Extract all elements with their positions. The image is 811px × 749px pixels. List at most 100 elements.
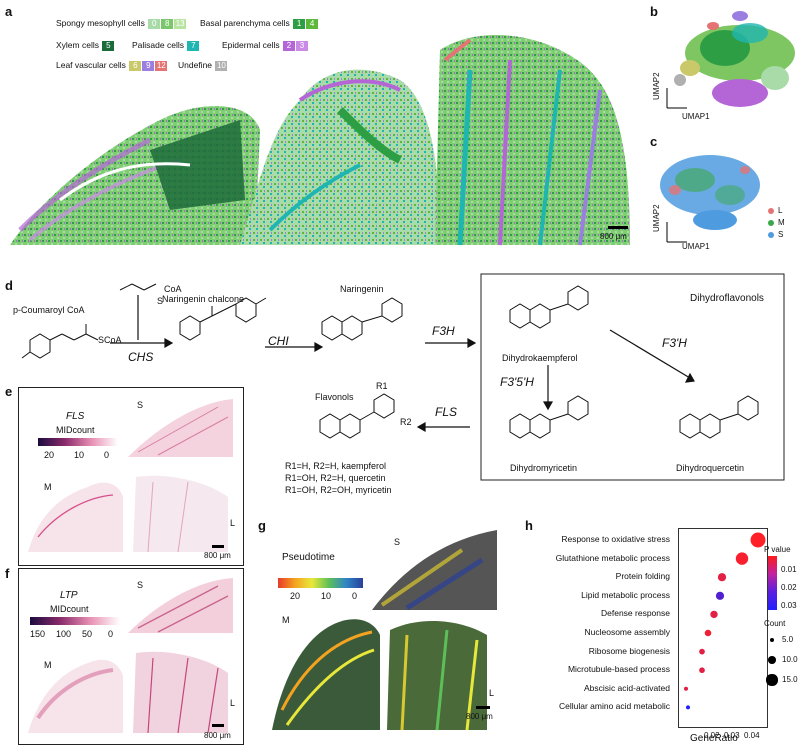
fls-tissue-map [28, 399, 233, 553]
legend-item-label: Epidermal cells [222, 40, 282, 50]
legend-item-label: Palisade cells [132, 40, 187, 50]
sample-legend-dot [768, 232, 774, 238]
ltp-gene-label: LTP [60, 590, 78, 601]
scale-label-g: 800 μm [466, 712, 493, 721]
fls-label-l: L [230, 518, 236, 528]
plot-frame [678, 528, 768, 728]
go-term-label: Nucleosome assembly [584, 627, 670, 637]
cluster-chip: 7 [187, 41, 200, 51]
enzyme-f3h: F3H [432, 324, 455, 338]
enzyme-f35h: F3'5'H [500, 375, 534, 389]
cluster-chip: 3 [296, 41, 308, 51]
panel-a-label: a [5, 4, 13, 19]
fls-label-s: S [137, 400, 144, 410]
panel-c-label: c [650, 134, 658, 149]
count-legend-dot [768, 656, 776, 664]
tissue-m [240, 69, 440, 245]
enzyme-chi: CHI [268, 334, 289, 348]
sample-legend-label: S [778, 230, 784, 239]
compound-dhq: Dihydroquercetin [676, 463, 745, 473]
compound-naringenin: Naringenin [340, 284, 384, 294]
scale-bar-f [212, 724, 224, 727]
count-legend-dot [770, 638, 774, 642]
panel-f-frame [18, 568, 244, 745]
pseudo-label-s: S [394, 537, 401, 547]
ltp-label-s: S [137, 580, 144, 590]
enzyme-chs: CHS [128, 350, 154, 364]
colorbar-tick: 20 [44, 450, 55, 460]
cluster-chip: 9 [142, 61, 155, 71]
umap-b-ylabel: UMAP2 [652, 72, 661, 100]
go-term-label: Protein folding [615, 571, 670, 582]
x-tick-label: 0.03 [724, 731, 740, 740]
legend-item-label: Xylem cells [56, 40, 102, 50]
scale-bar-e [212, 545, 224, 548]
compound-dhk: Dihydrokaempferol [502, 353, 578, 363]
colorbar-tick: 0 [108, 629, 114, 639]
go-dot [699, 667, 705, 674]
flavonoid-pathway [21, 273, 785, 481]
go-dot [735, 552, 749, 565]
count-legend-dot [766, 674, 778, 686]
ltp-tissue-map [28, 578, 233, 734]
substituent-line: R1=OH, R2=OH, myricetin [285, 485, 392, 495]
x-tick-label: 0.02 [704, 731, 720, 740]
pseudotime-cbar-title: Pseudotime [282, 552, 335, 563]
pvalue-legend-title: P value [764, 545, 791, 554]
sample-legend-label: L [778, 206, 783, 215]
enzyme-fls: FLS [435, 405, 458, 419]
go-dot-plot [678, 528, 768, 728]
scale-bar-g [476, 706, 490, 709]
compound-r1: R1 [376, 381, 388, 391]
pseudo-label-l: L [489, 688, 495, 698]
go-term-label: Cellular amino acid metabolic [558, 701, 670, 712]
compound-coumaroyl: p-Coumaroyl CoA [13, 305, 85, 315]
umap-c-xlabel: UMAP1 [682, 242, 710, 251]
panel-e-label: e [5, 384, 13, 399]
cluster-chip: 4 [306, 19, 319, 29]
go-term-label: Glutathione metabolic process [555, 552, 670, 563]
dotplot-xlabel: GeneRatio [690, 733, 738, 744]
legend-item: Palisade cells 7 [132, 40, 200, 51]
scale-label-e: 800 μm [204, 551, 231, 560]
spatial-tissue-map [10, 35, 630, 246]
sample-legend-dot [768, 220, 774, 226]
fls-label-m: M [44, 482, 52, 492]
legend-item-label: Spongy mesophyll cells [56, 18, 148, 28]
colorbar-tick: 0 [352, 591, 358, 601]
count-legend-label: 15.0 [782, 675, 798, 684]
cluster-chip: 10 [215, 61, 228, 71]
go-dot [710, 610, 718, 619]
panel-h-label: h [525, 518, 533, 533]
legend-item: Xylem cells 5 [56, 40, 115, 51]
cluster-chip: 0 [148, 19, 161, 29]
compound-scoa-1: SCoA [98, 335, 122, 345]
scale-bar-a [608, 226, 628, 229]
go-dot [717, 573, 727, 582]
ltp-cbar-title: MIDcount [50, 604, 89, 614]
sample-legend-dot [768, 208, 774, 214]
pvalue-tick: 0.03 [781, 601, 797, 610]
compound-s: S [157, 296, 164, 306]
panel-g-label: g [258, 518, 266, 533]
compound-coa: CoA [164, 284, 182, 294]
ltp-colorbar [30, 617, 120, 625]
count-legend-label: 10.0 [782, 655, 798, 664]
legend-item: Undefine 10 [178, 60, 228, 71]
fls-cbar-title: MIDcount [56, 425, 95, 435]
legend-item-label: Basal parenchyma cells [200, 18, 293, 28]
umap-cluster-plot [666, 11, 795, 109]
tissue-l [435, 35, 630, 245]
pvalue-tick: 0.02 [781, 583, 797, 592]
substituent-line: R1=H, R2=H, kaempferol [285, 461, 387, 471]
compound-dihydroflavonols: Dihydroflavonols [690, 293, 764, 304]
umap-c-ylabel: UMAP2 [652, 204, 661, 232]
colorbar-tick: 20 [290, 591, 301, 601]
go-term-label: Abscisic acid-activated [584, 682, 670, 693]
sample-legend-label: M [778, 218, 785, 227]
pseudo-label-m: M [282, 615, 290, 625]
go-dot [686, 705, 690, 710]
compound-r2: R2 [400, 417, 412, 427]
